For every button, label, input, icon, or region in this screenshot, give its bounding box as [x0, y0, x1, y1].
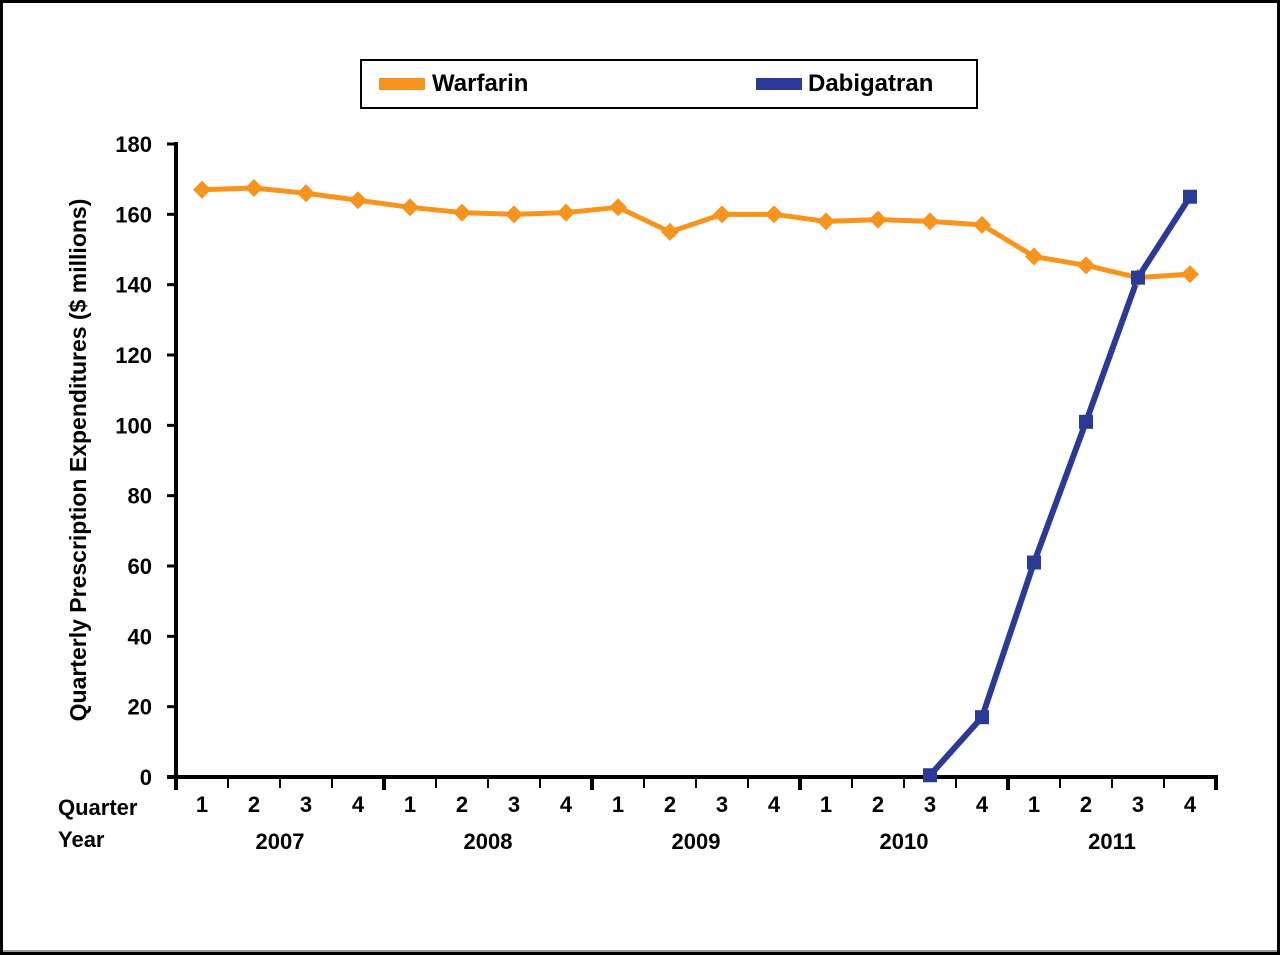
- legend-box: [360, 59, 978, 109]
- x-quarter-label: 4: [768, 792, 781, 817]
- data-point-dabigatran: [1131, 270, 1145, 285]
- data-point-dabigatran: [1079, 414, 1093, 429]
- axes: 0 20 40 60 80 100 120 140 160 180 1 2 3 4 1 2 3 4 1 2 3 4 1 2 3 4…: [115, 132, 1218, 854]
- y-tick-label: 140: [115, 273, 152, 298]
- data-point-warfarin: [297, 184, 315, 203]
- legend: Warfarin Dabigatran: [360, 59, 978, 109]
- x-year-label: 2010: [880, 829, 929, 854]
- data-point-dabigatran: [975, 710, 989, 725]
- data-point-warfarin: [973, 215, 991, 234]
- x-quarter-label: 1: [820, 792, 832, 817]
- x-quarter-label: 3: [924, 792, 936, 817]
- x-quarter-label: 2: [664, 792, 676, 817]
- y-tick-label: 160: [115, 202, 152, 227]
- x-quarter-label: 4: [352, 792, 365, 817]
- x-quarter-label: 3: [300, 792, 312, 817]
- data-point-warfarin: [401, 198, 419, 217]
- data-point-dabigatran: [1183, 189, 1197, 204]
- x-quarter-label: 4: [1184, 792, 1197, 817]
- data-point-warfarin: [713, 205, 731, 224]
- x-quarter-label: 2: [456, 792, 468, 817]
- data-point-warfarin: [245, 178, 263, 197]
- data-point-warfarin: [453, 203, 471, 222]
- data-point-warfarin: [557, 203, 575, 222]
- legend-swatch-warfarin: [379, 78, 425, 90]
- data-point-warfarin: [661, 222, 679, 241]
- x-year-label: 2009: [672, 829, 721, 854]
- legend-swatch-dabigatran: [756, 78, 802, 90]
- y-tick-label: 120: [115, 343, 152, 368]
- x-quarter-label: 2: [248, 792, 260, 817]
- plot-area: [193, 178, 1199, 783]
- x-quarter-label: 1: [196, 792, 208, 817]
- x-quarter-label: 4: [560, 792, 573, 817]
- y-tick-label: 180: [115, 132, 152, 157]
- x-quarter-label: 3: [716, 792, 728, 817]
- x-quarter-label: 3: [1132, 792, 1144, 817]
- data-point-warfarin: [349, 191, 367, 210]
- y-tick-label: 100: [115, 413, 152, 438]
- legend-label-warfarin: Warfarin: [432, 70, 528, 97]
- data-point-warfarin: [505, 205, 523, 224]
- y-tick-label: 40: [128, 624, 152, 649]
- x-row-label-year: Year: [58, 827, 105, 852]
- x-quarter-label: 2: [872, 792, 884, 817]
- x-year-label: 2008: [464, 829, 513, 854]
- series-line-warfarin: [201, 185, 1191, 281]
- x-quarter-label: 1: [1028, 792, 1040, 817]
- x-quarter-label: 4: [976, 792, 989, 817]
- x-year-label: 2011: [1088, 829, 1136, 854]
- data-point-dabigatran: [1027, 555, 1041, 570]
- y-axis-title: Quarterly Prescription Expenditures ($ m…: [65, 199, 91, 722]
- data-point-warfarin: [193, 180, 211, 199]
- series-line-dabigatran: [927, 195, 1193, 778]
- data-point-warfarin: [869, 210, 887, 229]
- data-point-warfarin: [1025, 247, 1043, 266]
- y-tick-label: 80: [128, 484, 152, 509]
- legend-label-dabigatran: Dabigatran: [808, 70, 933, 97]
- x-quarter-label: 1: [404, 792, 416, 817]
- data-point-warfarin: [1181, 265, 1199, 284]
- data-point-warfarin: [609, 198, 627, 217]
- y-tick-label: 0: [140, 765, 152, 790]
- data-point-warfarin: [921, 212, 939, 231]
- x-quarter-label: 3: [508, 792, 520, 817]
- x-year-label: 2007: [256, 829, 305, 854]
- data-point-warfarin: [765, 205, 783, 224]
- x-row-label-quarter: Quarter: [58, 795, 138, 820]
- x-quarter-label: 1: [612, 792, 624, 817]
- data-point-dabigatran: [923, 768, 937, 783]
- x-quarter-label: 2: [1080, 792, 1092, 817]
- data-point-warfarin: [817, 212, 835, 231]
- y-tick-label: 20: [128, 695, 152, 720]
- data-point-warfarin: [1077, 256, 1095, 275]
- y-tick-label: 60: [128, 554, 152, 579]
